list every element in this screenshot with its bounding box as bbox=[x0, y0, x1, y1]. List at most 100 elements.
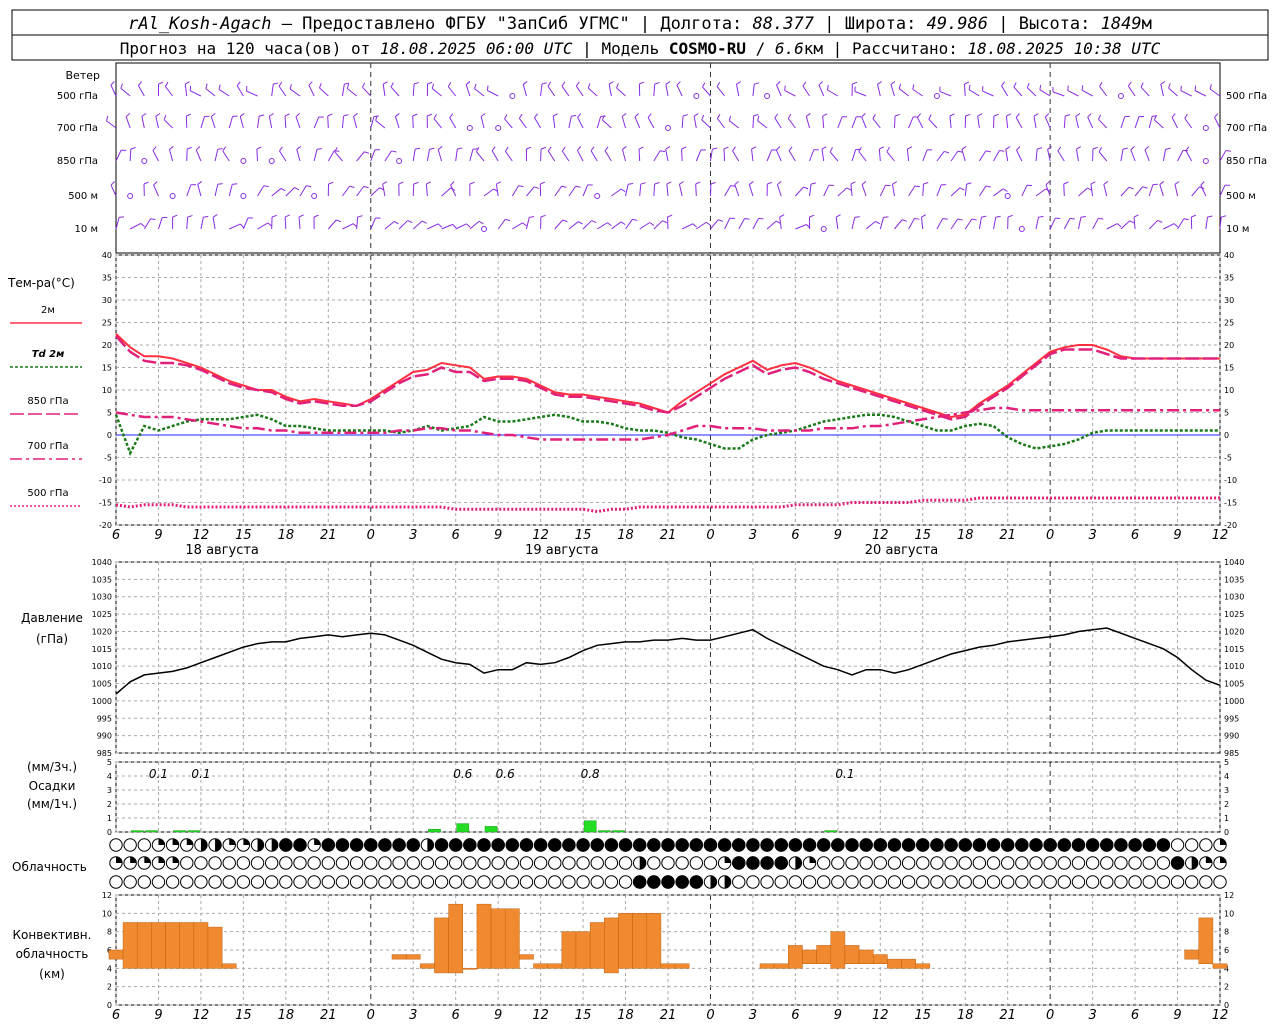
cloud-icon bbox=[1085, 856, 1100, 870]
cloud-icon bbox=[618, 875, 633, 889]
wind-barb-feather bbox=[965, 113, 971, 117]
calc-time: 18.08.2025 10:38 UTC bbox=[968, 39, 1161, 58]
cloud-icon bbox=[1085, 875, 1100, 889]
precip-ytick-right: 1 bbox=[1224, 814, 1229, 823]
cloud-icon bbox=[1170, 838, 1185, 852]
cloud-icon bbox=[1199, 875, 1213, 889]
wind-barb-icon bbox=[186, 216, 189, 230]
wind-barb-feather bbox=[803, 186, 809, 190]
wind-barb-icon bbox=[1148, 220, 1158, 230]
wind-barb-icon bbox=[469, 149, 474, 162]
day-label: 20 августа bbox=[865, 543, 939, 558]
wind-barb-feather bbox=[296, 146, 302, 150]
press-ytick-right: 1040 bbox=[1224, 558, 1244, 567]
wind-barb-icon bbox=[1090, 184, 1094, 197]
cloud-icon bbox=[491, 875, 505, 889]
wind-barb-icon bbox=[284, 216, 287, 230]
wind-level-label-left: 500 гПа bbox=[57, 91, 98, 102]
wind-barb-feather bbox=[327, 113, 333, 117]
wind-barb-icon bbox=[577, 117, 584, 129]
cloud-icon bbox=[916, 875, 930, 889]
cloud-overcast-icon bbox=[732, 838, 746, 852]
wind-calm-icon bbox=[481, 226, 487, 232]
wind-barb-feather bbox=[158, 81, 164, 85]
wind-barb-icon bbox=[653, 83, 656, 97]
wind-barb-icon bbox=[278, 85, 287, 97]
wind-barb-feather bbox=[334, 147, 338, 153]
precip-bar bbox=[145, 830, 158, 833]
wind-barb-feather bbox=[437, 146, 443, 150]
wind-barb-feather bbox=[999, 150, 1005, 152]
wind-barb-feather bbox=[981, 215, 987, 218]
wind-barb-icon bbox=[653, 183, 656, 197]
day-label: 19 августа bbox=[525, 543, 599, 558]
precip-bar bbox=[456, 823, 470, 833]
precip-ytick-right: 2 bbox=[1224, 800, 1229, 809]
cloud-overcast-icon bbox=[703, 838, 718, 852]
wind-barb-icon bbox=[480, 116, 485, 129]
press-ytick-right: 1000 bbox=[1224, 697, 1244, 706]
cloud-icon bbox=[1213, 875, 1227, 889]
wind-barb-feather bbox=[717, 219, 724, 222]
wind-barb-feather bbox=[313, 214, 319, 218]
wind-barb-icon bbox=[854, 91, 867, 97]
wind-barb-feather bbox=[892, 181, 898, 185]
model-name: COSMO-RU bbox=[669, 39, 746, 58]
conv-bar bbox=[901, 958, 916, 969]
wind-barb-feather bbox=[810, 182, 817, 185]
wind-barb-feather bbox=[110, 181, 115, 186]
legend-label-t850-line: 850 гПа bbox=[27, 396, 68, 407]
wind-barb-feather bbox=[985, 150, 991, 153]
cloud-icon bbox=[576, 856, 590, 870]
conv-xtick: 15 bbox=[914, 1008, 931, 1023]
wind-barb-feather bbox=[753, 114, 759, 117]
model-label: Модель bbox=[601, 39, 659, 58]
temp-ytick-right: 10 bbox=[1224, 386, 1234, 395]
wind-barb-icon bbox=[1075, 116, 1079, 129]
pressure-title: Давление bbox=[21, 611, 83, 625]
wind-barb-icon bbox=[775, 149, 782, 162]
wind-barb-icon bbox=[152, 150, 159, 162]
wind-barb-icon bbox=[1209, 88, 1221, 97]
wind-barb-feather bbox=[450, 181, 455, 186]
wind-barb-icon bbox=[757, 120, 768, 129]
wind-barb-icon bbox=[676, 84, 683, 97]
wind-barb-icon bbox=[1180, 90, 1192, 97]
conv-ytick-right: 6 bbox=[1224, 946, 1229, 955]
conv-bar bbox=[405, 954, 421, 960]
conv-bar bbox=[476, 903, 492, 969]
wind-barb-feather bbox=[491, 146, 496, 151]
wind-barb-feather bbox=[382, 81, 388, 85]
wind-barb-icon bbox=[1120, 116, 1126, 129]
wind-barb-icon bbox=[384, 221, 395, 230]
wind-barb-feather bbox=[1130, 146, 1135, 151]
wind-barb-feather bbox=[205, 83, 208, 89]
cloud-icon bbox=[378, 875, 392, 889]
wind-barb-icon bbox=[681, 115, 684, 129]
wind-barb-icon bbox=[949, 116, 952, 129]
conv-title-2: облачность bbox=[16, 947, 89, 961]
wind-barb-icon bbox=[1162, 149, 1167, 162]
conv-bar bbox=[108, 949, 124, 960]
cloud-icon bbox=[151, 875, 166, 889]
cloud-icon bbox=[335, 856, 350, 870]
wind-barb-feather bbox=[620, 188, 626, 193]
cloud-icon bbox=[293, 875, 307, 889]
precip-3h-label: 0.8 bbox=[581, 767, 600, 781]
conv-xtick: 12 bbox=[1212, 1008, 1229, 1023]
conv-xtick: 18 bbox=[957, 1008, 974, 1023]
cloud-icon bbox=[194, 875, 208, 889]
wind-barb-feather bbox=[1191, 214, 1197, 218]
wind-barb-feather bbox=[829, 147, 833, 153]
conv-xtick: 6 bbox=[1131, 1008, 1139, 1023]
wind-barb-feather bbox=[1087, 113, 1092, 118]
cloud-overcast-icon bbox=[1085, 838, 1100, 852]
wind-barb-icon bbox=[547, 150, 556, 162]
cloud-icon bbox=[590, 875, 604, 889]
wind-barb-feather bbox=[203, 215, 209, 218]
conv-bar bbox=[448, 903, 464, 974]
wind-barb-icon bbox=[228, 116, 233, 129]
wind-barb-icon bbox=[268, 116, 273, 129]
wind-level-label-left: 700 гПа bbox=[57, 123, 98, 134]
wind-barb-feather bbox=[534, 113, 538, 118]
